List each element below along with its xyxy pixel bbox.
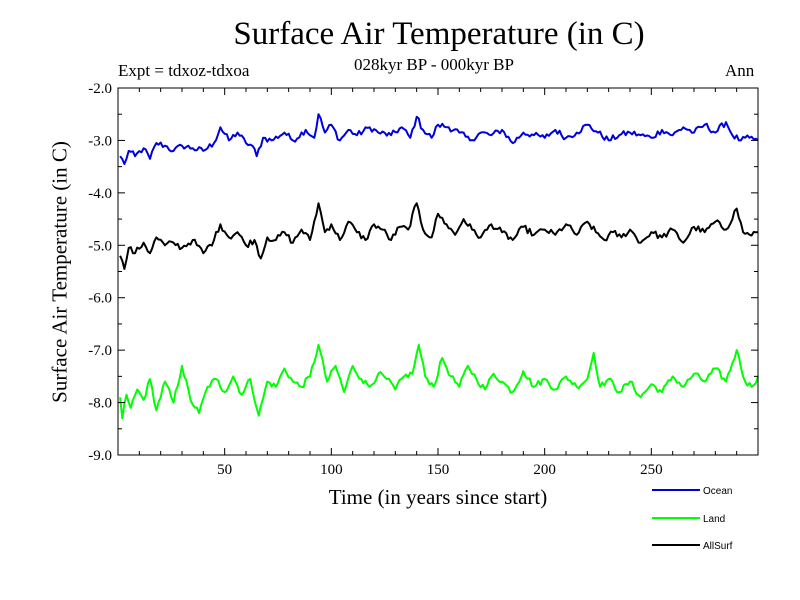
series-line-ocean — [119, 113, 759, 165]
x-tick-label: 250 — [640, 462, 663, 478]
x-tick-label: 100 — [320, 462, 343, 478]
y-tick-label: -4.0 — [88, 186, 112, 202]
y-tick-label: -2.0 — [88, 81, 112, 97]
chart-subtitle: 028kyr BP - 000kyr BP — [354, 55, 514, 74]
legend-label-ocean: Ocean — [703, 486, 732, 497]
experiment-label: Expt = tdxoz-tdxoa — [118, 61, 250, 80]
x-tick-label: 50 — [217, 462, 232, 478]
chart-title: Surface Air Temperature (in C) — [233, 16, 645, 52]
y-tick-label: -8.0 — [88, 396, 112, 412]
series-layer — [119, 113, 759, 420]
y-tick-label: -7.0 — [88, 343, 112, 359]
y-tick-label: -6.0 — [88, 291, 112, 307]
legend-label-allsurf: AllSurf — [703, 541, 733, 552]
y-tick-label: -9.0 — [88, 448, 112, 464]
series-line-allsurf — [119, 202, 758, 270]
x-tick-label: 150 — [427, 462, 450, 478]
season-label: Ann — [725, 61, 755, 80]
x-axis-label: Time (in years since start) — [328, 485, 548, 509]
x-tick-label: 200 — [533, 462, 556, 478]
axes-layer: -9.0 -8.0 -7.0 -6.0 -5.0 -4.0 -3.0 -2.0 50 100 150… — [88, 81, 758, 478]
y-tick-label: -3.0 — [88, 133, 112, 149]
series-line-land — [119, 343, 759, 420]
y-tick-label: -5.0 — [88, 238, 112, 254]
legend: Ocean Land AllSurf — [652, 486, 733, 552]
legend-label-land: Land — [703, 514, 725, 525]
